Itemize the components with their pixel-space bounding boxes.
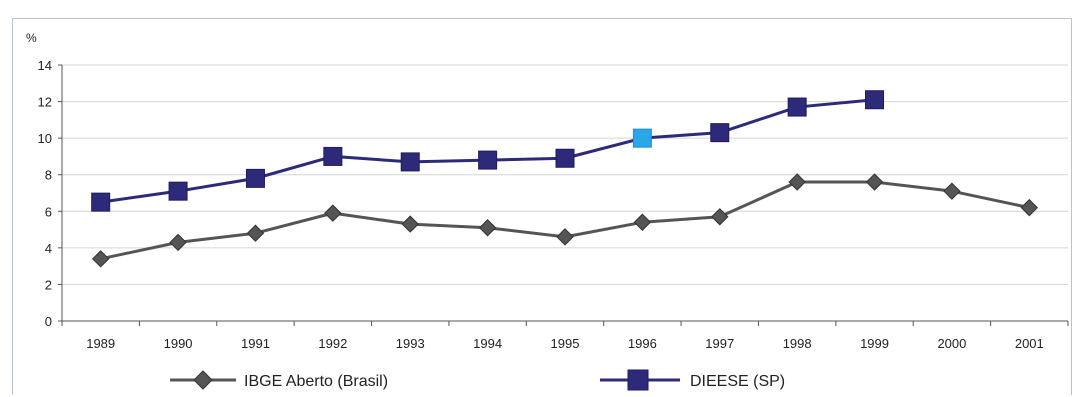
legend-label-1: DIEESE (SP) — [690, 373, 785, 390]
legend: IBGE Aberto (Brasil) DIEESE (SP) — [170, 369, 785, 391]
y-tick-label: 2 — [45, 277, 52, 292]
y-tick-label: 12 — [38, 95, 52, 110]
data-point-diamond — [478, 219, 497, 237]
x-tick-label: 1997 — [705, 336, 734, 351]
data-point-diamond — [246, 224, 265, 242]
x-tick-label: 1996 — [628, 336, 657, 351]
data-point-diamond — [401, 215, 419, 233]
data-point-square — [91, 192, 111, 212]
y-tick-label: 4 — [45, 241, 52, 256]
y-tick-label: 10 — [38, 131, 52, 146]
legend-label-0: IBGE Aberto (Brasil) — [244, 373, 388, 390]
chart-frame — [12, 18, 1072, 395]
axes — [58, 64, 1069, 326]
y-tick-labels: 0 2 4 6 8 10 12 14 — [38, 58, 52, 329]
data-point-square — [787, 97, 807, 117]
data-point-diamond — [91, 250, 110, 268]
y-tick-label: 6 — [45, 204, 52, 219]
x-tick-label: 2001 — [1015, 336, 1044, 351]
y-tick-label: 14 — [38, 58, 52, 73]
x-tick-label: 1991 — [241, 336, 270, 351]
x-tick-labels: 1989 1990 1991 1992 1993 1994 1995 1996 1997 1998… — [86, 336, 1044, 351]
data-point-square — [555, 148, 575, 168]
y-tick-label: 0 — [45, 314, 52, 329]
y-axis-label: % — [26, 31, 37, 45]
data-point-diamond — [943, 182, 961, 200]
data-point-square — [245, 168, 265, 188]
legend-marker-square — [627, 369, 649, 391]
data-point-square — [168, 181, 188, 201]
y-tick-label: 8 — [45, 168, 52, 183]
grid-lines — [62, 64, 1068, 285]
series-line-0 — [100, 180, 1030, 261]
x-tick-label: 1999 — [860, 336, 889, 351]
data-point-diamond — [169, 233, 187, 252]
data-point-diamond — [865, 173, 884, 191]
x-tick-label: 1992 — [318, 336, 347, 351]
x-tick-label: 1993 — [396, 336, 425, 351]
data-point-diamond — [1020, 198, 1039, 217]
series-layer — [91, 90, 1039, 268]
data-point-square — [478, 150, 498, 170]
data-point-diamond — [324, 204, 342, 222]
data-point-diamond — [556, 228, 574, 246]
x-tick-label: 1994 — [473, 336, 502, 351]
data-point-square — [865, 90, 885, 110]
data-point-diamond — [633, 213, 652, 231]
x-tick-label: 1989 — [86, 336, 115, 351]
x-tick-label: 2000 — [937, 336, 966, 351]
legend-marker-diamond — [193, 370, 213, 390]
x-tick-label: 1995 — [551, 336, 580, 351]
data-point-square — [632, 128, 652, 148]
data-point-square — [400, 152, 420, 172]
data-point-diamond — [711, 208, 729, 226]
data-point-diamond — [788, 173, 806, 191]
x-tick-label: 1998 — [783, 336, 812, 351]
x-tick-label: 1990 — [164, 336, 193, 351]
data-point-square — [323, 146, 343, 166]
data-point-square — [710, 123, 730, 143]
